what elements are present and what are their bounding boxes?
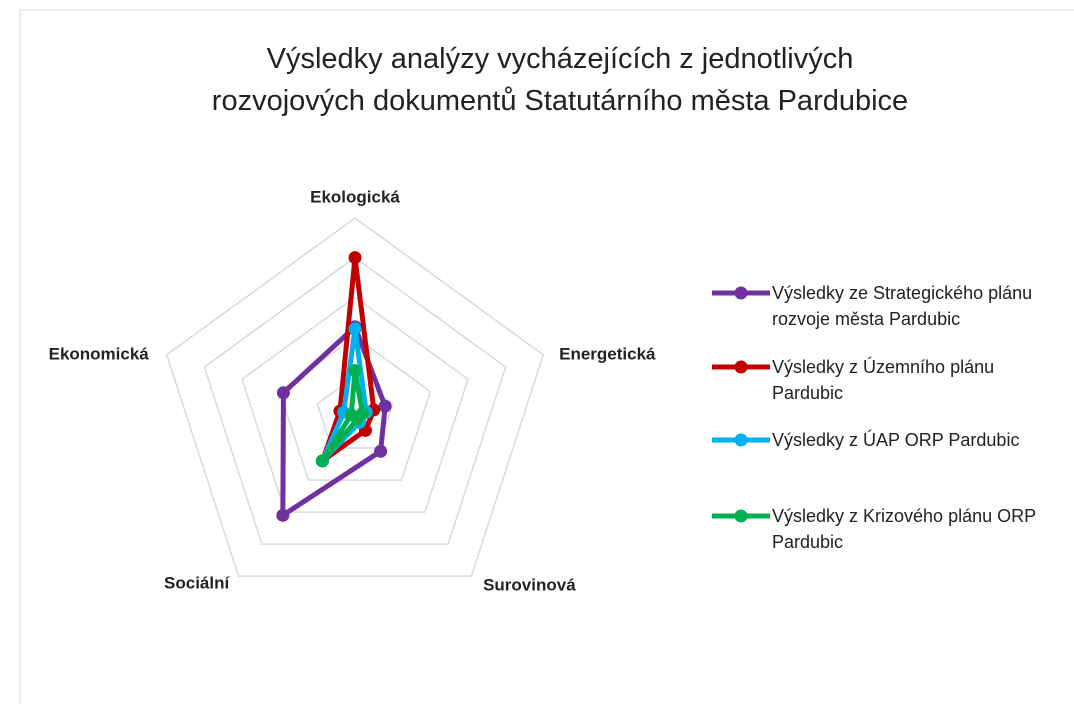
- grid-ring: [316, 375, 394, 449]
- chart-title: Výsledky analýzy vycházejících z jednotl…: [266, 43, 854, 75]
- data-point: [315, 454, 329, 468]
- data-point: [348, 251, 362, 265]
- legend-label: Výsledky z Územního plánu Pardubic: [772, 357, 995, 403]
- axis-label: Sociální: [164, 574, 230, 593]
- grid-ring: [165, 217, 545, 577]
- data-point: [378, 399, 392, 413]
- axis-label: Ekonomická: [49, 344, 150, 363]
- axis-label: Ekologická: [310, 187, 400, 206]
- data-point: [276, 386, 290, 400]
- data-point: [276, 508, 290, 522]
- series-line: [280, 324, 388, 518]
- grid-ring: [241, 296, 469, 513]
- legend-label: Výsledky ze Strategického plánu rozvoje …: [772, 283, 1033, 329]
- legend-marker: [734, 360, 748, 374]
- data-point: [374, 444, 388, 458]
- data-point: [348, 363, 362, 377]
- axis-label: Energetická: [559, 344, 656, 363]
- grid-ring: [203, 256, 507, 545]
- legend-marker: [734, 433, 748, 447]
- series-line: [319, 255, 377, 464]
- grid-ring: [278, 335, 432, 481]
- chart-border: [19, 9, 1074, 704]
- legend-marker: [734, 286, 748, 300]
- legend-label: Výsledky z Krizového plánu ORP Pardubic: [772, 506, 1036, 552]
- data-point: [344, 408, 358, 422]
- data-point: [348, 322, 362, 336]
- chart-title: rozvojových dokumentů Statutárního města…: [211, 85, 909, 117]
- axis-label: Surovinová: [483, 576, 576, 595]
- legend-marker: [734, 509, 748, 523]
- series-line: [319, 367, 366, 464]
- legend-label: Výsledky z ÚAP ORP Pardubic: [772, 430, 1020, 450]
